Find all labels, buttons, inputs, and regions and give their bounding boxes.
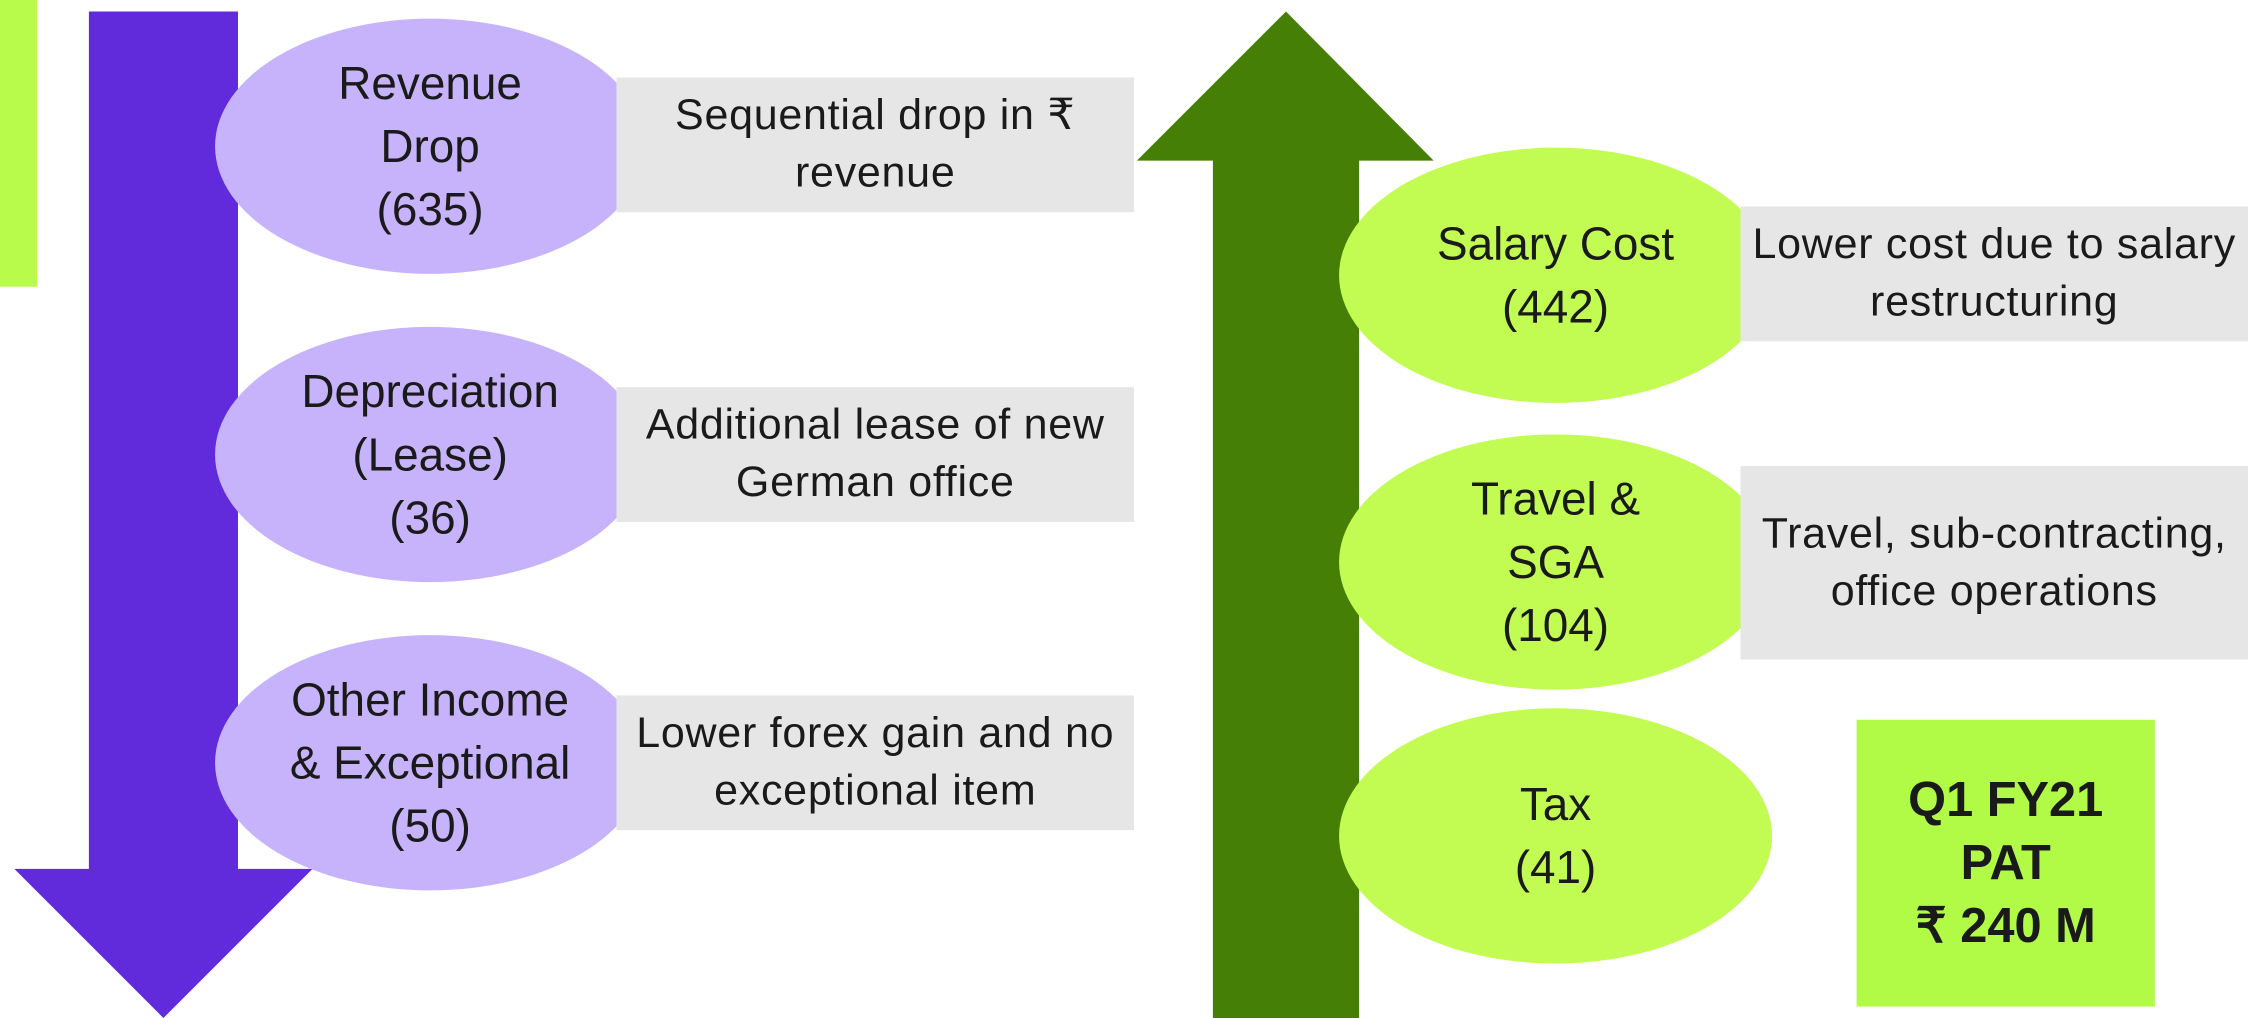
ellipse-text: Salary Cost (442) <box>1437 212 1674 338</box>
item-amount: (50) <box>389 800 471 852</box>
ellipse: Salary Cost (442) <box>1339 147 1773 403</box>
ellipse-text: Other Income & Exceptional (50) <box>276 668 584 857</box>
summary-line: ₹ 240 M <box>1915 898 2096 954</box>
item-note: Lower cost due to salary restructuring <box>1740 206 2248 342</box>
item-amount: (635) <box>376 183 484 236</box>
item-amount: (442) <box>1501 281 1610 333</box>
up-arrow <box>1136 11 1434 1018</box>
item-label: Other Income & Exceptional <box>289 673 571 789</box>
item-label: Travel & SGA <box>1470 473 1641 588</box>
item-label: Salary Cost <box>1436 217 1675 270</box>
ellipse-text: Revenue Drop (635) <box>287 52 574 241</box>
ellipse: Other Income & Exceptional (50) <box>215 635 646 891</box>
item-note: Travel, sub-contracting, office operatio… <box>1740 465 2248 660</box>
ellipse: Revenue Drop (635) <box>215 18 646 274</box>
summary-line: PAT <box>1960 835 2051 891</box>
item-note: Sequential drop in ₹ revenue <box>616 77 1135 213</box>
item-note: Additional lease of new German office <box>616 387 1135 522</box>
item-label: Revenue Drop <box>338 57 522 173</box>
ellipse-text: Tax (41) <box>1515 773 1597 899</box>
item-note: Lower forex gain and no exceptional item <box>616 695 1135 831</box>
summary-line: Q1 FY21 <box>1908 772 2104 828</box>
summary-box: Q1 FY21 PAT ₹ 240 M <box>1856 719 2155 1007</box>
ellipse: Tax (41) <box>1339 708 1773 964</box>
ellipse: Depreciation (Lease) (36) <box>215 326 646 583</box>
ellipse-text: Travel & SGA (104) <box>1427 467 1685 656</box>
accent-bar <box>0 0 38 287</box>
item-label: Depreciation (Lease) <box>301 365 559 481</box>
ellipse-text: Depreciation (Lease) (36) <box>272 360 587 549</box>
ellipse: Travel & SGA (104) <box>1339 434 1773 690</box>
item-amount: (41) <box>1514 841 1597 894</box>
item-amount: (104) <box>1501 599 1610 651</box>
item-label: Tax <box>1519 778 1592 831</box>
item-amount: (36) <box>389 491 471 544</box>
